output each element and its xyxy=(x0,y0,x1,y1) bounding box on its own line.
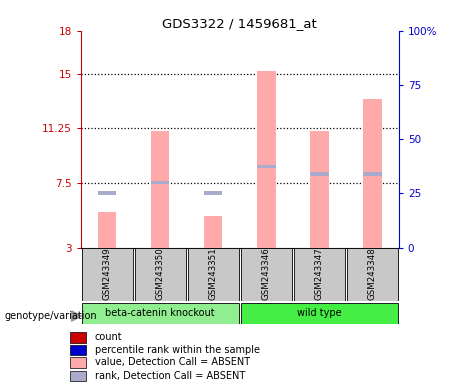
Text: GSM243347: GSM243347 xyxy=(315,247,324,300)
Bar xyxy=(241,248,292,301)
Text: GSM243348: GSM243348 xyxy=(368,247,377,300)
Bar xyxy=(82,248,133,301)
Text: percentile rank within the sample: percentile rank within the sample xyxy=(95,345,260,355)
Text: rank, Detection Call = ABSENT: rank, Detection Call = ABSENT xyxy=(95,371,245,381)
Bar xyxy=(363,99,382,248)
Text: genotype/variation: genotype/variation xyxy=(5,311,97,321)
Bar xyxy=(294,248,345,301)
Bar xyxy=(71,345,86,355)
Bar xyxy=(347,248,398,301)
Bar xyxy=(204,216,223,248)
Text: GSM243349: GSM243349 xyxy=(103,247,112,300)
Text: GSM243346: GSM243346 xyxy=(262,247,271,300)
Bar xyxy=(151,181,170,184)
Text: GSM243350: GSM243350 xyxy=(156,247,165,300)
Text: wild type: wild type xyxy=(297,308,342,318)
Text: count: count xyxy=(95,333,123,343)
Polygon shape xyxy=(71,311,82,321)
Text: value, Detection Call = ABSENT: value, Detection Call = ABSENT xyxy=(95,358,250,367)
Bar xyxy=(71,357,86,367)
Bar xyxy=(310,131,329,248)
Bar xyxy=(135,248,186,301)
Bar xyxy=(98,212,117,248)
Bar xyxy=(71,332,86,343)
Bar xyxy=(241,303,398,324)
Bar xyxy=(363,172,382,176)
Title: GDS3322 / 1459681_at: GDS3322 / 1459681_at xyxy=(162,17,317,30)
Bar xyxy=(257,71,276,248)
Bar xyxy=(188,248,239,301)
Bar xyxy=(151,131,170,248)
Bar xyxy=(98,191,117,195)
Bar xyxy=(257,165,276,169)
Bar xyxy=(204,191,223,195)
Text: GSM243351: GSM243351 xyxy=(209,247,218,300)
Bar xyxy=(82,303,239,324)
Bar xyxy=(71,371,86,381)
Text: beta-catenin knockout: beta-catenin knockout xyxy=(106,308,215,318)
Bar xyxy=(310,172,329,176)
